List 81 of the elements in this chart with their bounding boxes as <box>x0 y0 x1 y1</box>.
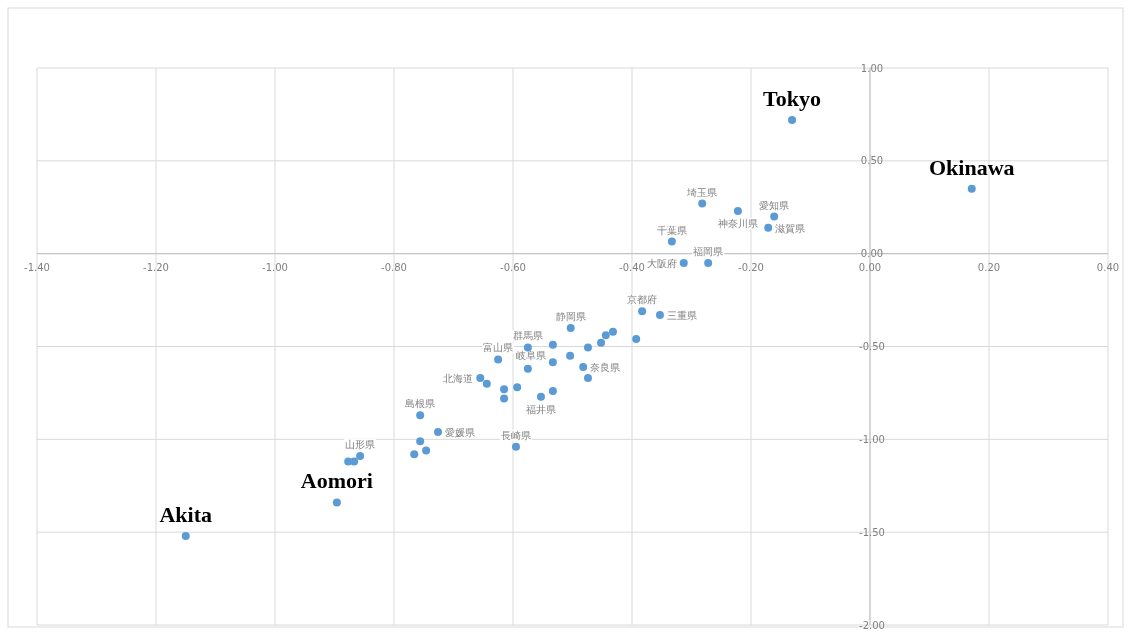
x-tick-label: -1.20 <box>143 261 169 273</box>
point <box>536 392 545 401</box>
point <box>523 364 532 373</box>
annotation: 三重県 <box>666 309 697 321</box>
annotation: Okinawa <box>928 154 1015 180</box>
annotation: 富山県 <box>483 342 514 354</box>
y-tick-label: -1.50 <box>859 526 885 538</box>
annotation: Akita <box>159 501 213 527</box>
annotation: 島根県 <box>405 398 436 410</box>
point <box>434 427 443 436</box>
point <box>704 258 713 267</box>
annotation: Tokyo <box>763 85 821 111</box>
point <box>655 310 664 319</box>
point <box>181 531 190 540</box>
x-tick-label: -1.00 <box>262 261 288 273</box>
point <box>608 327 617 336</box>
point <box>416 411 425 420</box>
point <box>548 387 557 396</box>
point <box>422 446 431 455</box>
annotation: 北海道 <box>443 373 474 385</box>
point <box>638 307 647 316</box>
y-tick-label: 0.50 <box>860 155 884 167</box>
annotation: 奈良県 <box>590 361 621 373</box>
point <box>770 212 779 221</box>
x-tick-label: -0.80 <box>381 261 407 273</box>
point <box>511 442 520 451</box>
point <box>416 437 425 446</box>
annotation: 静岡県 <box>555 310 586 322</box>
annotation: 埼玉県 <box>686 186 718 198</box>
point <box>332 498 341 507</box>
y-tick-label: -0.50 <box>859 341 885 352</box>
annotation: Aomori <box>300 468 373 494</box>
point <box>500 394 509 403</box>
point <box>513 383 522 392</box>
point <box>356 452 365 461</box>
point <box>410 450 419 459</box>
point <box>601 331 610 340</box>
point <box>667 237 676 246</box>
point <box>482 379 491 388</box>
annotation: 福井県 <box>525 403 556 415</box>
annotation: 長崎県 <box>500 429 531 441</box>
annotation: 愛媛県 <box>445 426 476 438</box>
point <box>350 457 359 466</box>
annotation: 千葉県 <box>656 224 687 236</box>
y-tick-label: 0.00 <box>860 248 884 260</box>
point <box>679 258 688 267</box>
annotation: 群馬県 <box>512 330 543 342</box>
point <box>764 223 773 232</box>
x-tick-label: -1.40 <box>24 261 50 273</box>
y-tick-label: -2.00 <box>859 619 885 631</box>
x-tick-label: 0.40 <box>1096 261 1120 273</box>
x-tick-label: -0.60 <box>500 261 526 273</box>
point <box>583 374 592 383</box>
point <box>566 323 575 332</box>
point <box>967 184 976 193</box>
point <box>597 338 606 347</box>
point <box>579 362 588 371</box>
point <box>566 351 575 360</box>
x-tick-label: -0.20 <box>738 261 764 273</box>
annotation: 神奈川県 <box>717 217 758 229</box>
annotation: 大阪府 <box>646 257 677 269</box>
annotation: 滋賀県 <box>775 222 806 234</box>
annotation: 福岡県 <box>693 245 724 257</box>
point <box>548 358 557 367</box>
annotation: 岐阜県 <box>515 349 546 361</box>
point <box>548 340 557 349</box>
point <box>788 115 797 124</box>
x-tick-label: -0.40 <box>619 261 645 273</box>
point <box>733 206 742 215</box>
point <box>698 199 707 208</box>
x-tick-label: 0.20 <box>977 261 1001 273</box>
point <box>494 355 503 364</box>
point <box>632 335 641 344</box>
y-tick-label: -1.00 <box>859 433 885 445</box>
y-tick-label: 1.00 <box>860 62 884 74</box>
annotation: 山形県 <box>345 439 376 451</box>
point <box>476 374 485 383</box>
annotation: 京都府 <box>627 294 658 306</box>
point <box>583 343 592 352</box>
annotation: 愛知県 <box>759 199 790 211</box>
point <box>500 385 509 394</box>
